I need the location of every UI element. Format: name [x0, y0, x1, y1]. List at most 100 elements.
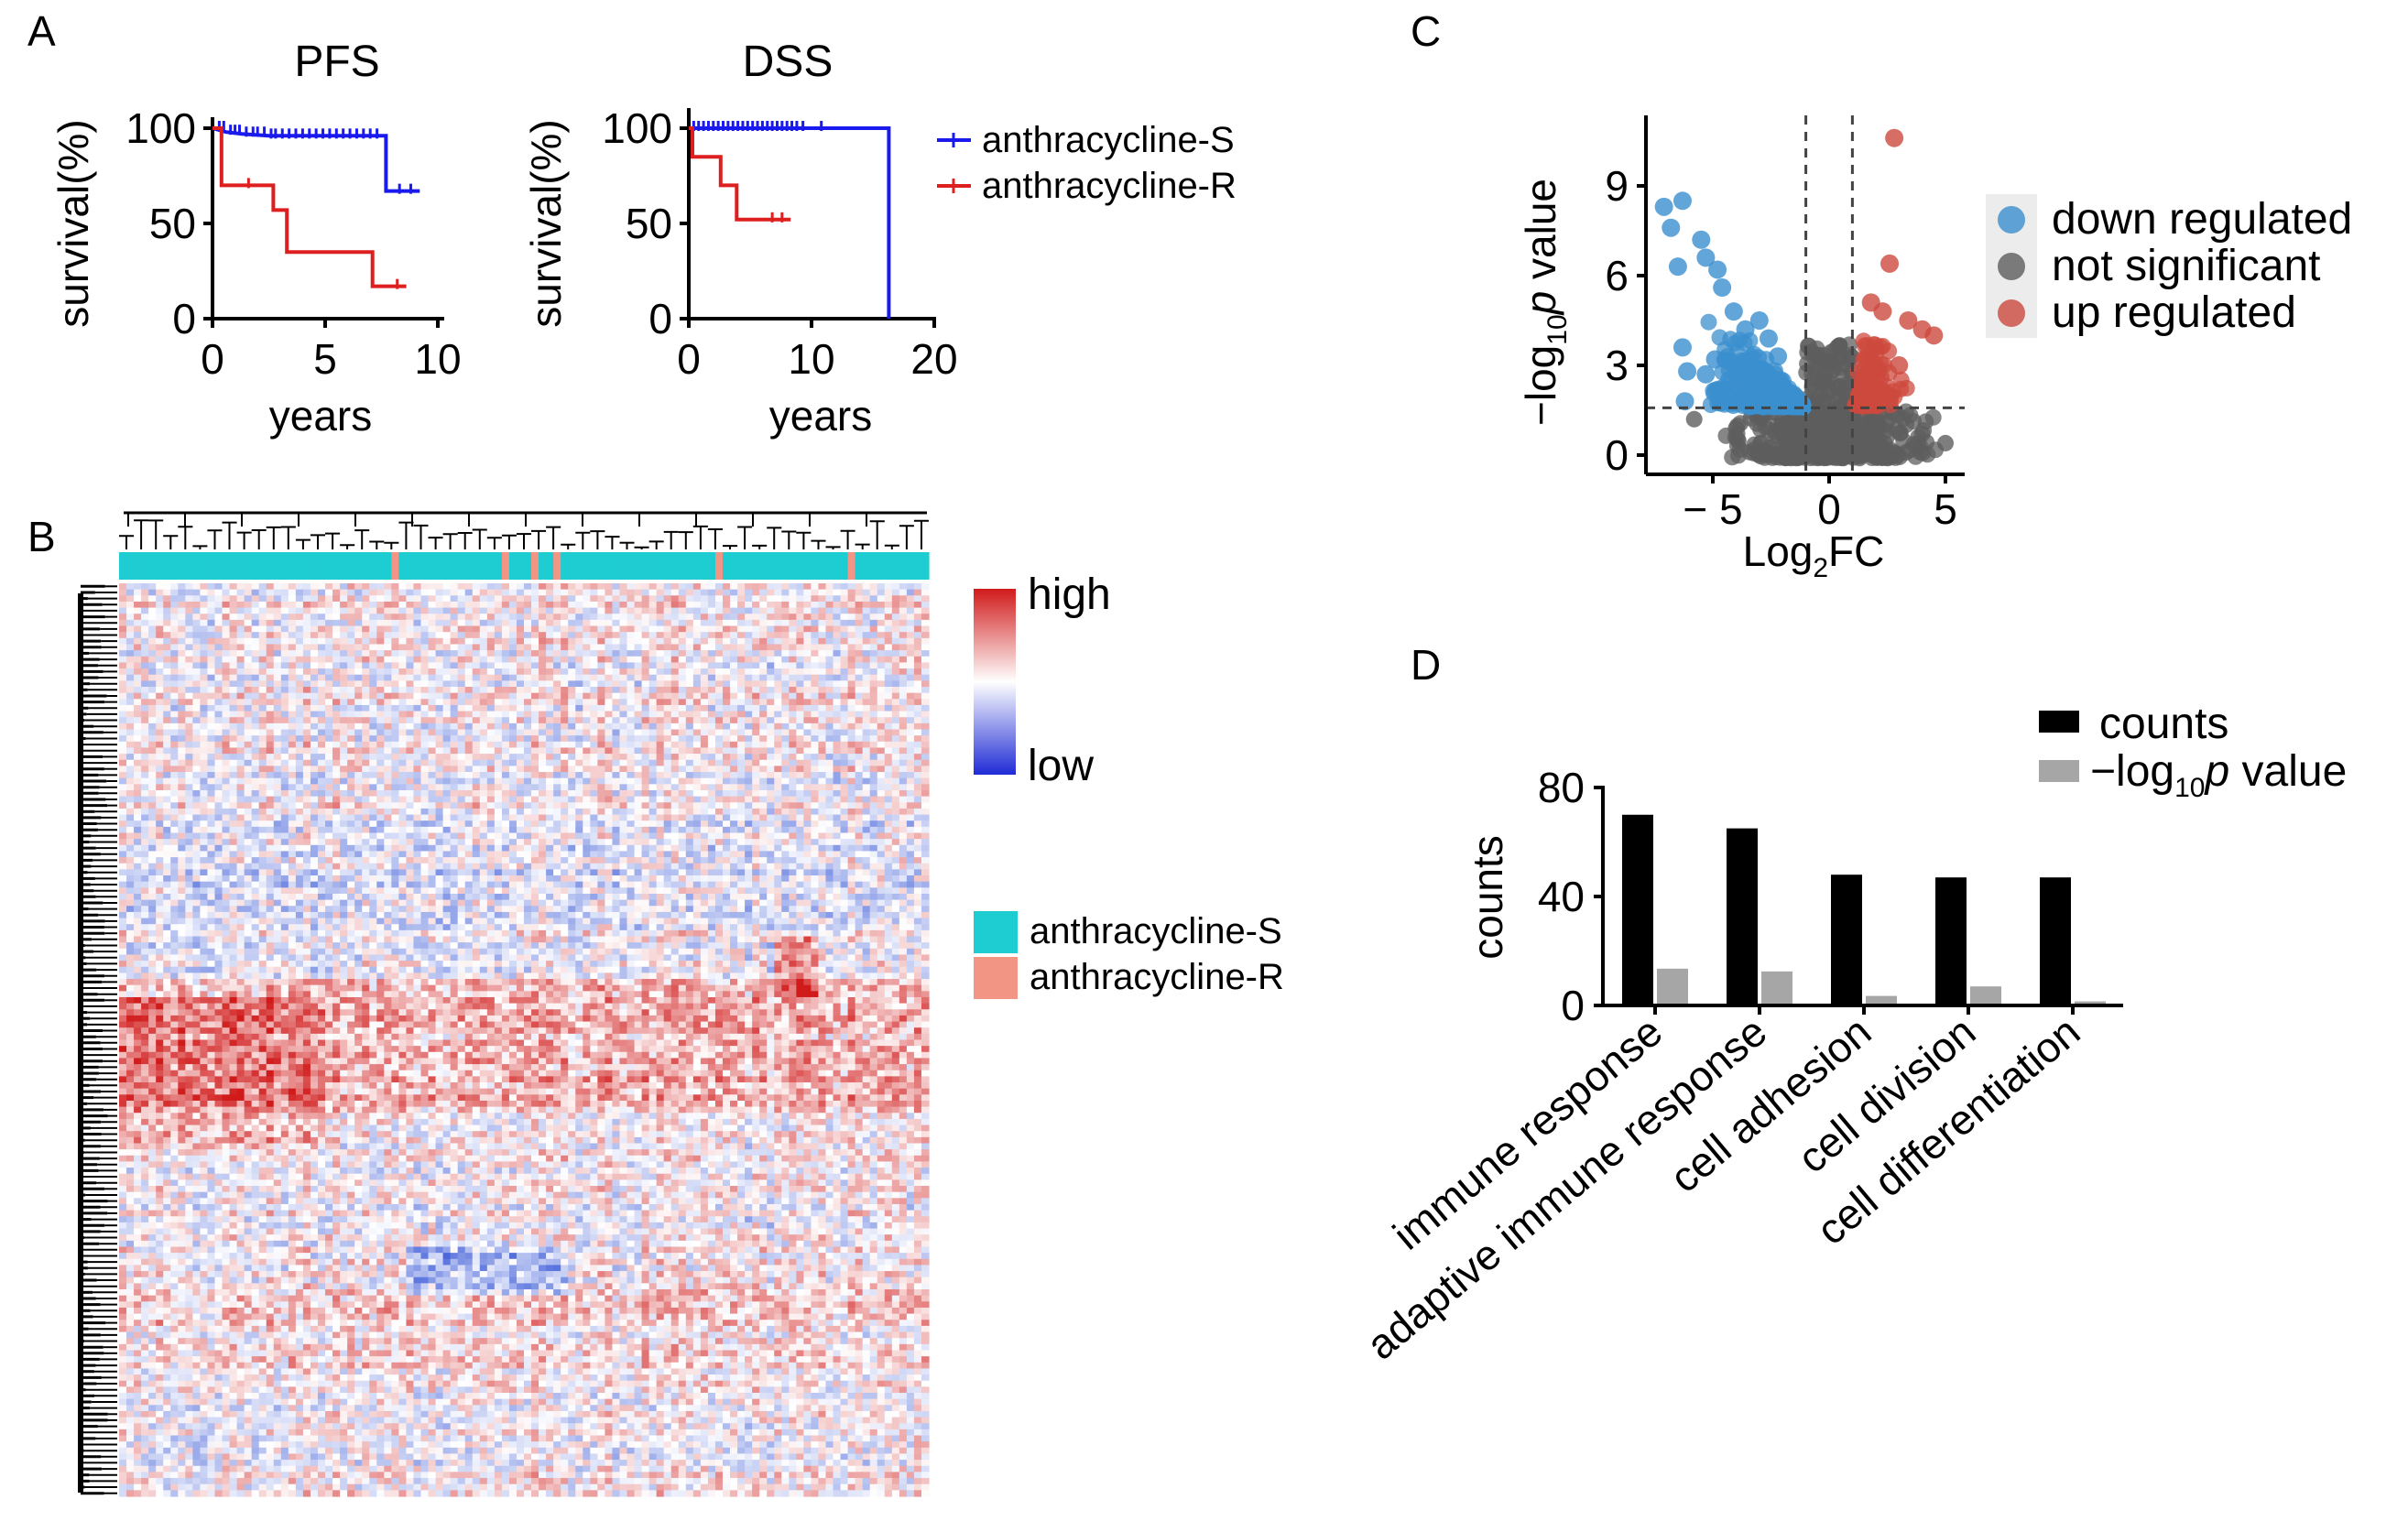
heatmap-cell [906, 656, 915, 664]
heatmap-cell [141, 686, 149, 694]
heatmap-cell [524, 699, 532, 706]
heatmap-cell [634, 686, 643, 694]
heatmap-cell [347, 820, 355, 828]
heatmap-cell [347, 735, 355, 743]
heatmap-cell [692, 729, 702, 736]
heatmap-cell [214, 747, 223, 755]
heatmap-cell [501, 601, 510, 609]
heatmap-cell [207, 735, 216, 743]
heatmap-cell [774, 692, 782, 700]
heatmap-cell [354, 699, 363, 706]
heatmap-cell [670, 625, 680, 633]
group-cell [811, 552, 820, 580]
group-cell [486, 552, 496, 580]
heatmap-cell [472, 759, 481, 766]
heatmap-cell [833, 601, 842, 609]
heatmap-cell [583, 796, 591, 803]
heatmap-cell [244, 595, 253, 603]
heatmap-cell [539, 777, 547, 785]
heatmap-cell [862, 637, 871, 646]
heatmap-cell [752, 614, 760, 621]
heatmap-cell [524, 619, 532, 627]
heatmap-cell [273, 692, 282, 700]
heatmap-cell [207, 717, 216, 724]
heatmap-cell [280, 632, 289, 639]
heatmap-cell [627, 766, 636, 773]
heatmap-cell [229, 686, 238, 694]
heatmap-cell [619, 729, 628, 736]
heatmap-cell [214, 754, 223, 761]
heatmap-cell [833, 680, 842, 688]
heatmap-cell [428, 583, 437, 591]
heatmap-cell [501, 692, 510, 700]
heatmap-cell [781, 625, 790, 633]
heatmap-cell [803, 766, 812, 773]
heatmap-cell [340, 796, 348, 803]
heatmap-cell [663, 754, 672, 761]
heatmap-cell [376, 741, 385, 749]
heatmap-cell [862, 650, 871, 657]
heatmap-cell [612, 614, 621, 621]
heatmap-cell [634, 632, 643, 639]
heatmap-cell [192, 796, 201, 803]
heatmap-cell [590, 607, 598, 614]
heatmap-cell [280, 619, 289, 627]
heatmap-cell [317, 637, 326, 646]
heatmap-cell [501, 619, 510, 627]
heatmap-cell [156, 704, 164, 712]
heatmap-cell [759, 625, 768, 633]
heatmap-cell [833, 741, 842, 749]
heatmap-cell [288, 777, 297, 785]
heatmap-cell [899, 674, 908, 681]
heatmap-cell [258, 796, 267, 803]
heatmap-cell [722, 796, 731, 803]
heatmap-cell [906, 759, 915, 766]
heatmap-cell [428, 729, 437, 736]
heatmap-cell [583, 802, 591, 809]
heatmap-cell [214, 632, 223, 639]
heatmap-cell [222, 729, 231, 736]
heatmap-cell [546, 777, 554, 785]
heatmap-cell [899, 754, 908, 761]
heatmap-cell [362, 625, 370, 633]
heatmap-cell [486, 699, 496, 706]
heatmap-cell [524, 614, 532, 621]
heatmap-cell [258, 692, 267, 700]
heatmap-cell [833, 759, 842, 766]
heatmap-cell [340, 729, 348, 736]
heatmap-cell [229, 704, 238, 712]
heatmap-cell [156, 777, 164, 785]
heatmap-cell [605, 601, 614, 609]
heatmap-cell [575, 722, 583, 731]
heatmap-cell [464, 595, 474, 603]
heatmap-cell [148, 607, 157, 614]
heatmap-cell [148, 729, 157, 736]
heatmap-cell [391, 583, 399, 591]
heatmap-cell [899, 686, 908, 694]
heatmap-cell [553, 741, 561, 749]
heatmap-cell [648, 796, 658, 803]
heatmap-cell [774, 777, 782, 785]
heatmap-cell [450, 680, 459, 688]
heatmap-cell [178, 699, 186, 706]
heatmap-cell [295, 619, 304, 627]
heatmap-cell [134, 614, 142, 621]
heatmap-cell [494, 759, 503, 766]
heatmap-cell [707, 686, 716, 694]
heatmap-cell [222, 796, 231, 803]
heatmap-cell [759, 607, 768, 614]
heatmap-cell [192, 772, 201, 779]
heatmap-cell [354, 820, 363, 828]
heatmap-cell [877, 722, 886, 731]
heatmap-cell [692, 656, 702, 664]
heatmap-cell [229, 722, 238, 731]
heatmap-cell [501, 674, 510, 681]
heatmap-cell [840, 625, 849, 633]
heatmap-cell [435, 680, 444, 688]
heatmap-cell [295, 583, 304, 591]
heatmap-cell [597, 595, 605, 603]
heatmap-cell [340, 656, 348, 664]
heatmap-cell [634, 589, 643, 596]
heatmap-cell [163, 644, 171, 651]
heatmap-cell [781, 632, 790, 639]
